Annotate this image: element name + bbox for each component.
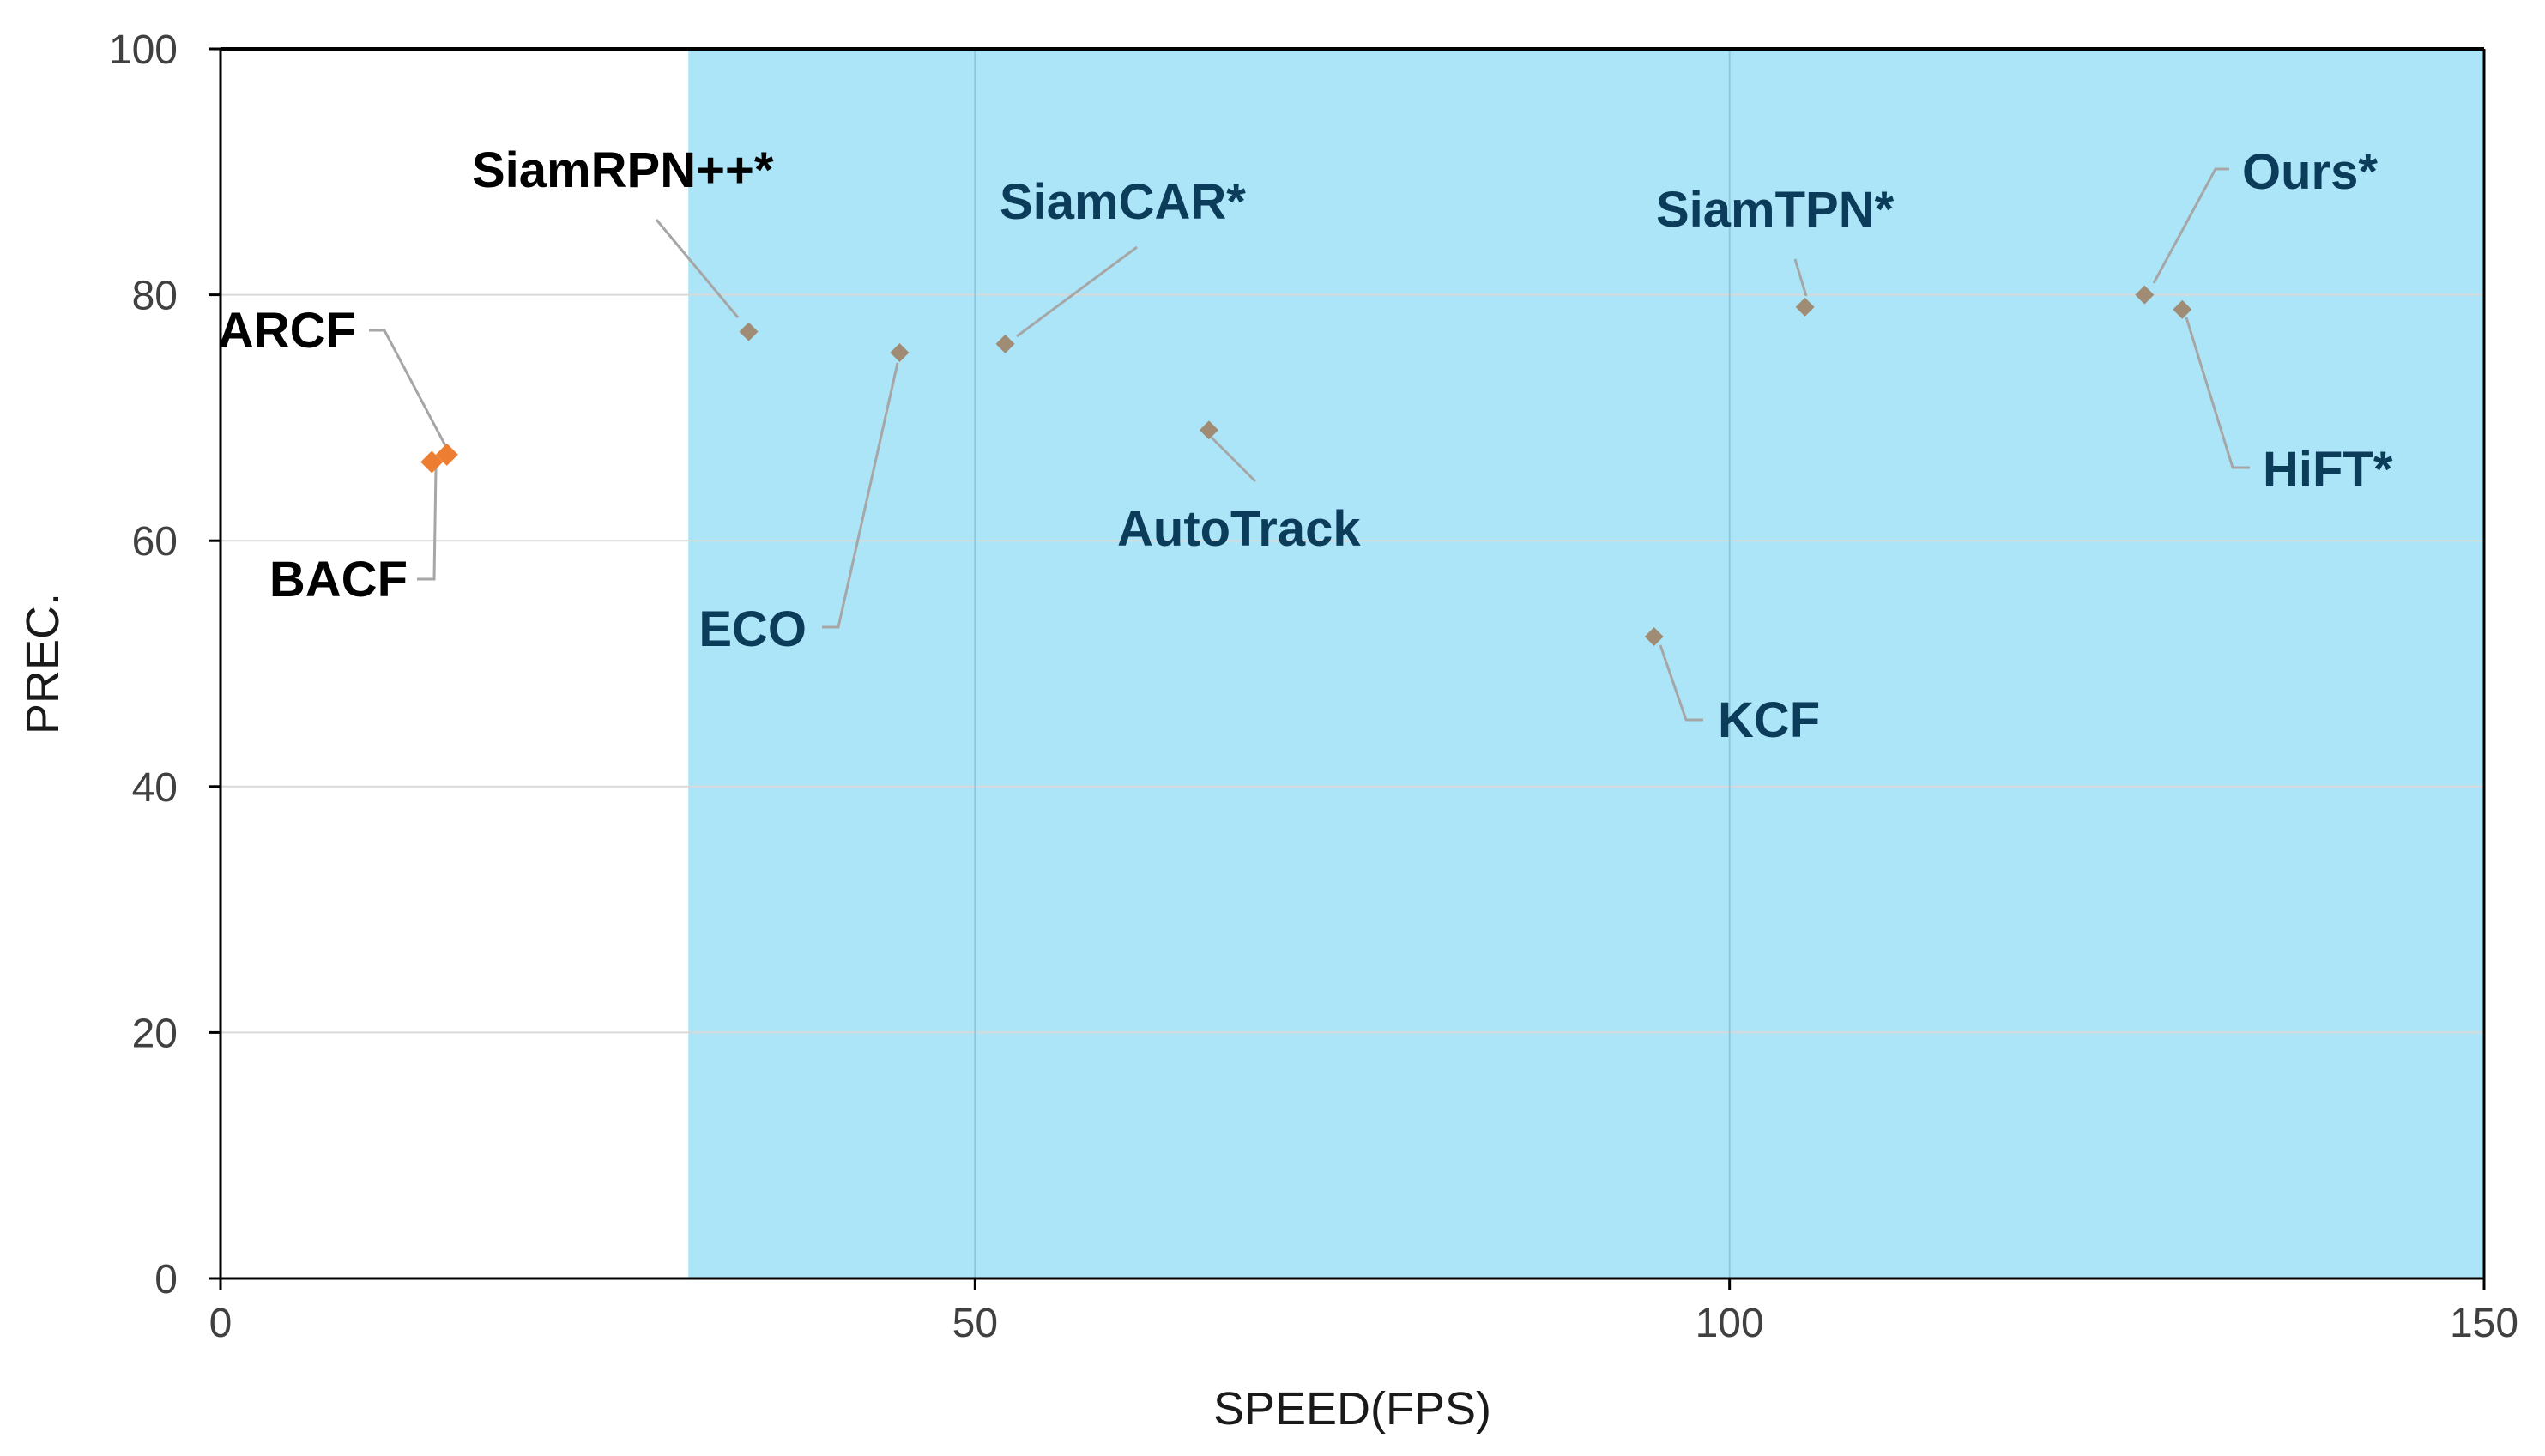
data-point xyxy=(995,334,1015,353)
data-point xyxy=(1199,420,1218,440)
data-point xyxy=(1795,297,1815,317)
data-point xyxy=(2173,299,2192,319)
leader-line xyxy=(1793,258,1808,297)
x-tick-label: 100 xyxy=(1696,1301,1764,1346)
point-labels: ARCF BACF SiamRPN++* ECO SiamCAR* AutoTrack KC… xyxy=(218,142,2393,748)
point-label: SiamRPN++* xyxy=(472,142,774,198)
tick-labels: 0 50 100 150 0 20 40 60 80 100 xyxy=(109,27,2518,1346)
label-leaders xyxy=(369,167,2250,722)
y-tick-label: 60 xyxy=(132,519,178,565)
data-point xyxy=(2135,285,2155,305)
leader-line xyxy=(1210,436,1257,483)
x-tick-label: 150 xyxy=(2450,1301,2518,1346)
leader-line xyxy=(369,329,450,451)
leader-line xyxy=(2185,317,2250,469)
point-label: ECO xyxy=(698,601,807,657)
point-label: KCF xyxy=(1718,692,1820,748)
gridlines xyxy=(221,48,2484,1278)
leader-line xyxy=(655,219,740,318)
point-label: SiamTPN* xyxy=(1656,182,1895,238)
realtime-region xyxy=(688,49,2485,1278)
y-tick-label: 20 xyxy=(132,1011,178,1056)
data-point xyxy=(1644,626,1664,646)
point-label: BACF xyxy=(269,552,408,607)
point-label: SiamCAR* xyxy=(1000,174,1246,230)
data-point xyxy=(420,450,444,474)
x-axis-title: SPEED(FPS) xyxy=(1213,1383,1491,1435)
point-label: AutoTrack xyxy=(1117,501,1361,557)
point-label: Ours* xyxy=(2242,144,2378,200)
leader-line xyxy=(1659,644,1703,722)
leader-line xyxy=(1016,245,1138,338)
leader-line xyxy=(2152,167,2229,284)
data-point xyxy=(890,342,910,362)
data-point xyxy=(435,443,458,466)
y-tick-label: 40 xyxy=(132,765,178,811)
y-axis-title: PREC. xyxy=(17,593,69,734)
y-tick-label: 0 xyxy=(154,1257,178,1302)
data-point xyxy=(739,322,759,341)
y-tick-label: 80 xyxy=(132,274,178,319)
point-label: HiFT* xyxy=(2263,442,2393,498)
x-tick-label: 0 xyxy=(209,1301,233,1346)
leader-line xyxy=(417,467,438,581)
leader-line xyxy=(822,362,899,629)
data-points xyxy=(420,285,2192,646)
axes xyxy=(209,47,2486,1290)
point-label: ARCF xyxy=(218,303,356,359)
y-tick-label: 100 xyxy=(109,27,178,73)
x-tick-label: 50 xyxy=(952,1301,998,1346)
